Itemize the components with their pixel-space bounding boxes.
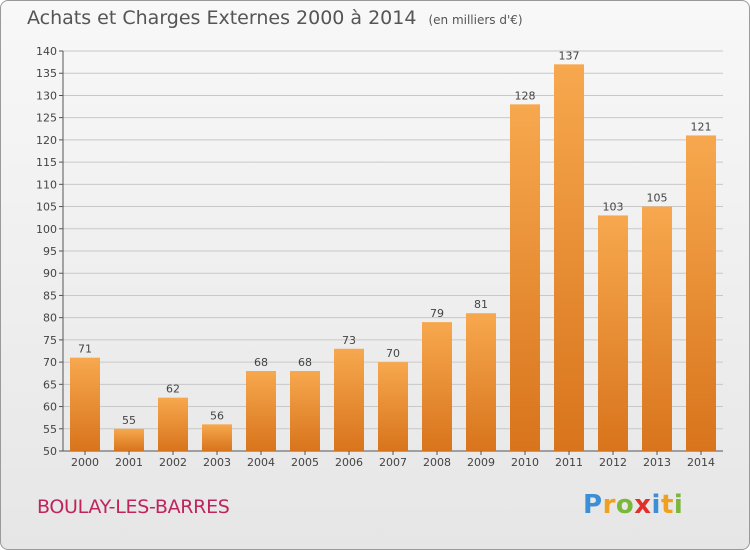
x-tick-label: 2008 bbox=[423, 456, 451, 469]
bar bbox=[510, 104, 540, 451]
x-tick-label: 2014 bbox=[687, 456, 715, 469]
data-label: 55 bbox=[122, 414, 136, 427]
y-tick-label: 80 bbox=[43, 312, 57, 325]
x-tick-label: 2004 bbox=[247, 456, 275, 469]
y-tick-label: 95 bbox=[43, 245, 57, 258]
y-tick-label: 50 bbox=[43, 445, 57, 458]
chart-unit: (en milliers d'€) bbox=[428, 13, 523, 27]
bar bbox=[686, 135, 716, 451]
chart-title-text: Achats et Charges Externes 2000 à 2014 bbox=[27, 7, 417, 29]
x-tick-label: 2005 bbox=[291, 456, 319, 469]
data-label: 68 bbox=[298, 356, 312, 369]
y-tick-label: 135 bbox=[36, 67, 57, 80]
y-tick-label: 115 bbox=[36, 156, 57, 169]
data-label: 81 bbox=[474, 298, 488, 311]
bar bbox=[554, 64, 584, 452]
bar bbox=[334, 348, 364, 451]
data-label: 62 bbox=[166, 383, 180, 396]
y-tick-label: 100 bbox=[36, 223, 57, 236]
bar bbox=[598, 215, 628, 451]
x-tick-label: 2009 bbox=[467, 456, 495, 469]
bar bbox=[246, 371, 276, 451]
y-tick-label: 140 bbox=[36, 45, 57, 58]
data-label: 73 bbox=[342, 334, 356, 347]
data-label: 56 bbox=[210, 409, 224, 422]
bar bbox=[70, 357, 100, 451]
y-tick-label: 70 bbox=[43, 356, 57, 369]
bar bbox=[466, 313, 496, 451]
bar bbox=[158, 397, 188, 451]
data-label: 128 bbox=[515, 89, 536, 102]
y-tick-label: 60 bbox=[43, 401, 57, 414]
data-label: 103 bbox=[603, 200, 624, 213]
bar bbox=[202, 424, 232, 451]
y-tick-label: 55 bbox=[43, 423, 57, 436]
y-tick-label: 90 bbox=[43, 267, 57, 280]
x-tick-label: 2013 bbox=[643, 456, 671, 469]
proxiti-logo: Proxiti bbox=[583, 490, 684, 520]
y-tick-label: 105 bbox=[36, 201, 57, 214]
commune-name: BOULAY-LES-BARRES bbox=[37, 496, 230, 518]
y-tick-label: 125 bbox=[36, 112, 57, 125]
bar bbox=[422, 322, 452, 451]
chart-title: Achats et Charges Externes 2000 à 2014 (e… bbox=[27, 7, 523, 29]
y-tick-label: 120 bbox=[36, 134, 57, 147]
data-label: 68 bbox=[254, 356, 268, 369]
data-label: 105 bbox=[647, 192, 668, 205]
y-tick-label: 110 bbox=[36, 178, 57, 191]
x-tick-label: 2003 bbox=[203, 456, 231, 469]
x-tick-label: 2012 bbox=[599, 456, 627, 469]
y-tick-label: 130 bbox=[36, 89, 57, 102]
x-tick-label: 2006 bbox=[335, 456, 363, 469]
y-tick-label: 85 bbox=[43, 289, 57, 302]
x-tick-label: 2000 bbox=[71, 456, 99, 469]
bar bbox=[114, 428, 144, 451]
bar bbox=[642, 206, 672, 451]
x-tick-label: 2011 bbox=[555, 456, 583, 469]
bar bbox=[290, 371, 320, 451]
x-tick-label: 2010 bbox=[511, 456, 539, 469]
data-label: 71 bbox=[78, 343, 92, 356]
bar bbox=[378, 362, 408, 451]
y-tick-label: 65 bbox=[43, 378, 57, 391]
data-label: 121 bbox=[691, 120, 712, 133]
data-label: 79 bbox=[430, 307, 444, 320]
x-tick-label: 2001 bbox=[115, 456, 143, 469]
x-tick-label: 2007 bbox=[379, 456, 407, 469]
x-tick-label: 2002 bbox=[159, 456, 187, 469]
data-label: 137 bbox=[559, 49, 580, 62]
y-tick-label: 75 bbox=[43, 334, 57, 347]
data-label: 70 bbox=[386, 347, 400, 360]
